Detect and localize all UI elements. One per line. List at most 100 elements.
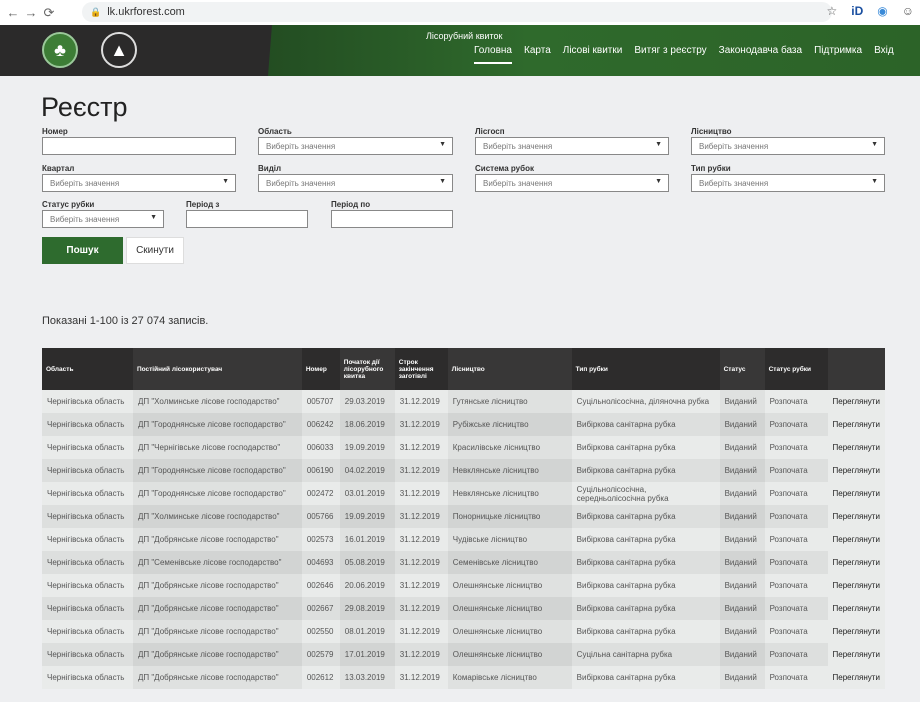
menu-home[interactable]: Головна [474,45,512,64]
view-link[interactable]: Переглянути [827,551,885,574]
typ-filter: Тип рубки Виберіть значення ▼ [691,164,885,192]
back-icon[interactable]: ← [6,5,20,20]
forward-icon[interactable]: → [24,5,38,20]
table-row: Чернігівська область ДП "Добрянське лісов… [42,643,885,666]
cell-status: Виданий [719,436,765,459]
period-from-input[interactable] [186,210,308,228]
view-link[interactable]: Переглянути [827,390,885,413]
cell-land-user: ДП "Добрянське лісове господарство" [132,666,302,689]
lisgosp-filter: Лісгосп Виберіть значення ▼ [475,127,669,155]
cell-cutting-status: Розпочата [764,574,828,597]
cell-cutting-status: Розпочата [764,528,828,551]
cell-land-user: ДП "Чернігівське лісове господарство" [132,436,302,459]
column-header-oblast: Область [42,348,133,390]
menu-support[interactable]: Підтримка [814,45,863,56]
cell-start-date: 29.03.2019 [339,390,395,413]
search-button[interactable]: Пошук [42,237,123,264]
menu-registry-extract[interactable]: Витяг з реєстру [634,45,707,56]
menu-forest-tickets[interactable]: Лісові квитки [562,45,623,56]
number-input[interactable] [42,137,236,155]
typ-select[interactable]: Виберіть значення ▼ [691,174,885,192]
view-link[interactable]: Переглянути [827,482,885,505]
cell-start-date: 16.01.2019 [339,528,395,551]
reload-icon[interactable]: ⟳ [43,4,55,20]
status-select[interactable]: Виберіть значення ▼ [42,210,164,228]
cell-oblast: Чернігівська область [42,505,133,528]
period-to-label: Період по [331,200,371,209]
view-link[interactable]: Переглянути [827,436,885,459]
menu-map[interactable]: Карта [524,45,551,56]
cell-lisnytstvo: Олешнянське лісництво [447,574,572,597]
cell-land-user: ДП "Городнянське лісове господарство" [132,459,302,482]
reset-button[interactable]: Скинути [126,237,184,264]
extension-icon[interactable]: iD [851,4,864,18]
cell-status: Виданий [719,482,765,505]
systema-select[interactable]: Виберіть значення ▼ [475,174,669,192]
cell-cutting-status: Розпочата [764,482,828,505]
systema-placeholder: Виберіть значення [483,179,553,188]
view-link[interactable]: Переглянути [827,528,885,551]
view-link[interactable]: Переглянути [827,459,885,482]
column-header-view [827,348,885,390]
extension-icon-2[interactable]: ◉ [877,4,888,18]
cell-start-date: 13.03.2019 [339,666,395,689]
column-header-cutting-status: Статус рубки [764,348,828,390]
cell-cutting-status: Розпочата [764,436,828,459]
cell-cutting-status: Розпочата [764,597,828,620]
cell-lisnytstvo: Невклянське лісництво [447,459,572,482]
view-link[interactable]: Переглянути [827,666,885,689]
view-link[interactable]: Переглянути [827,643,885,666]
cell-land-user: ДП "Семенівське лісове господарство" [132,551,302,574]
site-title: Лісорубний квиток [426,31,503,41]
view-link[interactable]: Переглянути [827,413,885,436]
chevron-down-icon: ▼ [222,178,229,185]
profile-icon[interactable]: ☺ [901,4,914,18]
cell-end-date: 31.12.2019 [394,551,448,574]
kvartal-select[interactable]: Виберіть значення ▼ [42,174,236,192]
cell-status: Виданий [719,666,765,689]
cell-land-user: ДП "Добрянське лісове господарство" [132,528,302,551]
menu-legislation[interactable]: Законодавча база [718,45,803,56]
lisnytstvo-label: Лісництво [691,127,732,136]
cell-start-date: 08.01.2019 [339,620,395,643]
cell-start-date: 20.06.2019 [339,574,395,597]
site-header: ♣ ▲ Лісорубний квиток Головна Карта Лісо… [0,25,920,76]
browser-toolbar: ← → ⟳ 🔒 lk.ukrforest.com ☆ iD ◉ ☺ [0,0,920,25]
vydil-select[interactable]: Виберіть значення ▼ [258,174,453,192]
cell-oblast: Чернігівська область [42,643,133,666]
cell-start-date: 04.02.2019 [339,459,395,482]
star-icon[interactable]: ☆ [826,4,838,18]
cell-status: Виданий [719,413,765,436]
oblast-label: Область [258,127,292,136]
address-bar[interactable]: 🔒 lk.ukrforest.com [82,2,832,22]
period-to-input[interactable] [331,210,453,228]
cell-land-user: ДП "Добрянське лісове господарство" [132,643,302,666]
typ-label: Тип рубки [691,164,731,173]
cell-number: 004693 [301,551,340,574]
view-link[interactable]: Переглянути [827,505,885,528]
vydil-placeholder: Виберіть значення [266,179,336,188]
cell-oblast: Чернігівська область [42,574,133,597]
lisnytstvo-select[interactable]: Виберіть значення ▼ [691,137,885,155]
cell-cutting-type: Вибіркова санітарна рубка [571,597,720,620]
lisgosp-select[interactable]: Виберіть значення ▼ [475,137,669,155]
tree-logo-icon[interactable]: ▲ [101,32,137,68]
column-header-status: Статус [719,348,765,390]
cell-oblast: Чернігівська область [42,528,133,551]
view-link[interactable]: Переглянути [827,574,885,597]
cell-status: Виданий [719,597,765,620]
table-row: Чернігівська область ДП "Добрянське лісов… [42,574,885,597]
menu-login[interactable]: Вхід [874,45,894,56]
cell-status: Виданий [719,620,765,643]
table-row: Чернігівська область ДП "Городнянське ліс… [42,413,885,436]
table-row: Чернігівська область ДП "Добрянське лісов… [42,528,885,551]
chevron-down-icon: ▼ [655,141,662,148]
forest-agency-logo-icon[interactable]: ♣ [42,32,78,68]
oblast-select[interactable]: Виберіть значення ▼ [258,137,453,155]
period-from-filter: Період з [186,200,308,228]
column-header-lisnytstvo: Лісництво [447,348,572,390]
main-menu: Головна Карта Лісові квитки Витяг з реєс… [474,45,894,64]
cell-oblast: Чернігівська область [42,551,133,574]
view-link[interactable]: Переглянути [827,620,885,643]
view-link[interactable]: Переглянути [827,597,885,620]
